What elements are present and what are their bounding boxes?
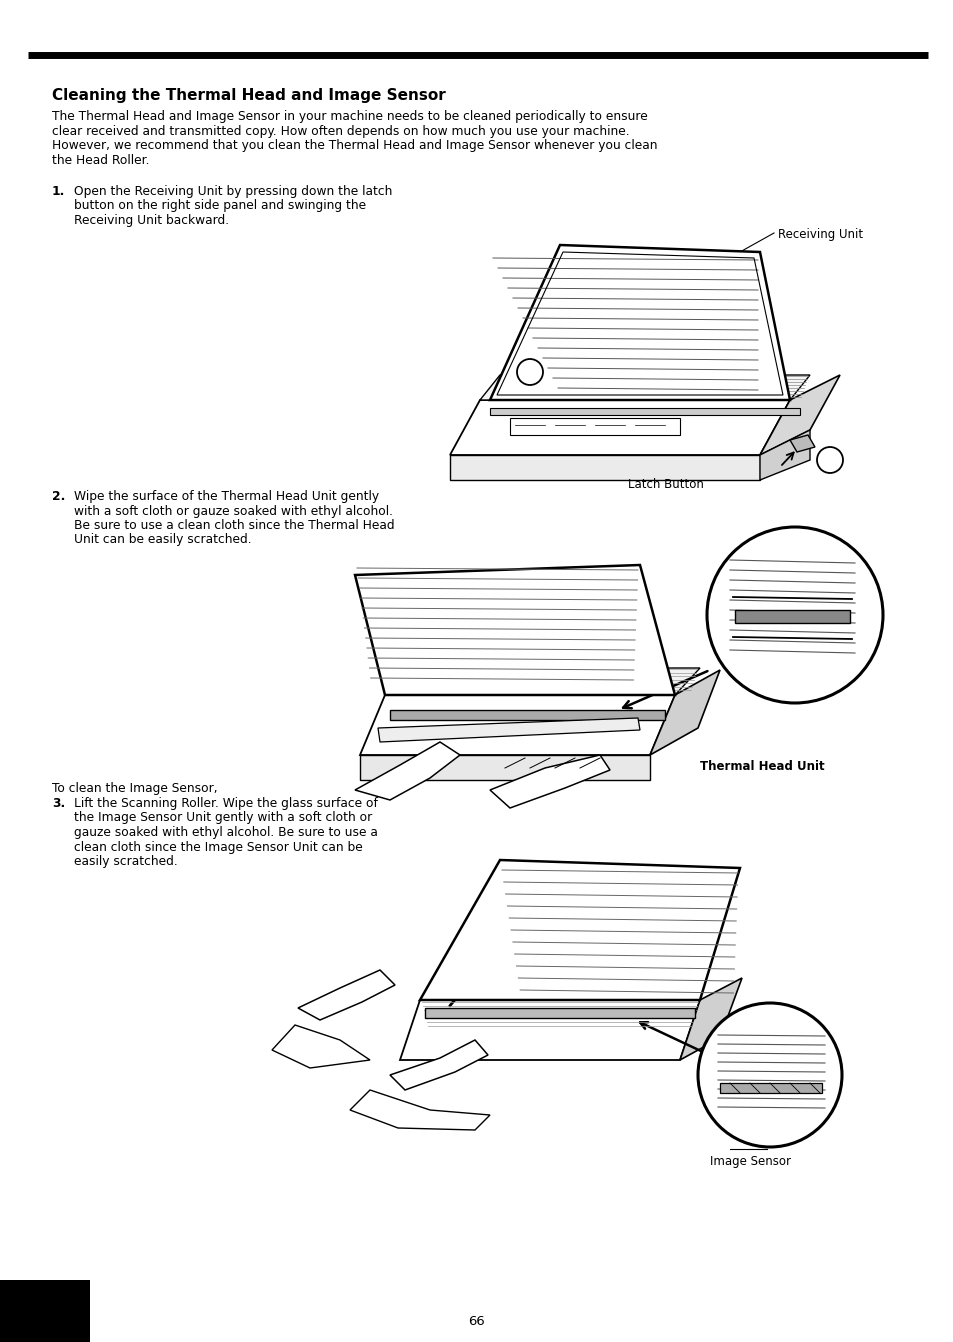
- Polygon shape: [450, 400, 789, 455]
- Circle shape: [698, 1002, 841, 1147]
- Text: 2.: 2.: [52, 490, 66, 503]
- Polygon shape: [390, 1040, 488, 1090]
- Text: the Image Sensor Unit gently with a soft cloth or: the Image Sensor Unit gently with a soft…: [74, 812, 372, 824]
- Text: Cleaning the Thermal Head and Image Sensor: Cleaning the Thermal Head and Image Sens…: [52, 89, 445, 103]
- Text: Receiving Unit backward.: Receiving Unit backward.: [74, 213, 229, 227]
- Circle shape: [517, 360, 542, 385]
- Text: gauze soaked with ethyl alcohol. Be sure to use a: gauze soaked with ethyl alcohol. Be sure…: [74, 825, 377, 839]
- Text: clean cloth since the Image Sensor Unit can be: clean cloth since the Image Sensor Unit …: [74, 840, 362, 854]
- Polygon shape: [297, 970, 395, 1020]
- Text: 2: 2: [525, 365, 534, 378]
- Polygon shape: [399, 1000, 700, 1060]
- Polygon shape: [479, 374, 809, 400]
- Text: 1: 1: [824, 454, 834, 467]
- Polygon shape: [490, 408, 800, 415]
- Polygon shape: [490, 246, 789, 400]
- Polygon shape: [510, 417, 679, 435]
- Polygon shape: [359, 695, 675, 756]
- Text: Image Sensor: Image Sensor: [709, 1155, 790, 1168]
- Polygon shape: [679, 978, 741, 1060]
- Polygon shape: [355, 565, 675, 695]
- Text: button on the right side panel and swinging the: button on the right side panel and swing…: [74, 200, 366, 212]
- Text: easily scratched.: easily scratched.: [74, 855, 177, 868]
- Text: To clean the Image Sensor,: To clean the Image Sensor,: [52, 782, 217, 794]
- Polygon shape: [385, 668, 700, 695]
- Text: 3.: 3.: [52, 797, 65, 811]
- Text: with a soft cloth or gauze soaked with ethyl alcohol.: with a soft cloth or gauze soaked with e…: [74, 505, 393, 518]
- Text: Wipe the surface of the Thermal Head Unit gently: Wipe the surface of the Thermal Head Uni…: [74, 490, 378, 503]
- Text: Unit can be easily scratched.: Unit can be easily scratched.: [74, 534, 252, 546]
- Polygon shape: [720, 1083, 821, 1092]
- Polygon shape: [734, 611, 849, 623]
- Text: 1.: 1.: [52, 185, 66, 199]
- Polygon shape: [760, 374, 840, 455]
- Polygon shape: [419, 860, 740, 1000]
- Polygon shape: [649, 670, 720, 756]
- Polygon shape: [390, 710, 664, 721]
- Polygon shape: [272, 1025, 370, 1068]
- Polygon shape: [450, 455, 760, 480]
- Text: Open the Receiving Unit by pressing down the latch: Open the Receiving Unit by pressing down…: [74, 185, 392, 199]
- Text: the Head Roller.: the Head Roller.: [52, 153, 150, 166]
- Text: The Thermal Head and Image Sensor in your machine needs to be cleaned periodical: The Thermal Head and Image Sensor in you…: [52, 110, 647, 123]
- Text: Thermal Head Unit: Thermal Head Unit: [700, 760, 823, 773]
- Polygon shape: [789, 435, 814, 452]
- Polygon shape: [350, 1090, 490, 1130]
- Polygon shape: [359, 756, 649, 780]
- Text: Receiving Unit: Receiving Unit: [778, 228, 862, 242]
- Text: 66: 66: [468, 1315, 485, 1329]
- Polygon shape: [424, 1008, 695, 1019]
- Polygon shape: [355, 742, 459, 800]
- Text: clear received and transmitted copy. How often depends on how much you use your : clear received and transmitted copy. How…: [52, 125, 629, 137]
- Bar: [0, 1280, 90, 1342]
- Circle shape: [706, 527, 882, 703]
- Text: Be sure to use a clean cloth since the Thermal Head: Be sure to use a clean cloth since the T…: [74, 519, 395, 531]
- Polygon shape: [490, 756, 609, 808]
- Polygon shape: [760, 429, 809, 480]
- Text: Lift the Scanning Roller. Wipe the glass surface of: Lift the Scanning Roller. Wipe the glass…: [74, 797, 377, 811]
- Text: However, we recommend that you clean the Thermal Head and Image Sensor whenever : However, we recommend that you clean the…: [52, 140, 657, 152]
- Polygon shape: [377, 718, 639, 742]
- Text: Latch Button: Latch Button: [627, 478, 703, 491]
- Circle shape: [816, 447, 842, 472]
